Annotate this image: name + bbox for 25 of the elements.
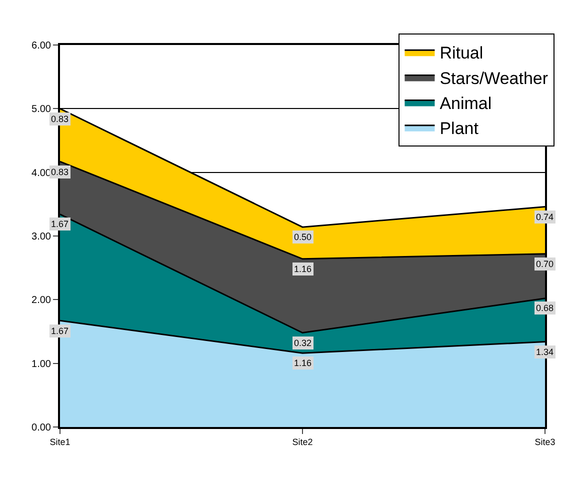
y-tick-label: 1.00 [32, 358, 52, 370]
x-tick-label: Site1 [50, 436, 70, 447]
legend-label: Stars/Weather [440, 68, 548, 88]
legend-label: Ritual [440, 44, 484, 63]
legend-label: Plant [440, 119, 479, 138]
y-tick-label: 2.00 [32, 295, 52, 306]
data-label: 0.68 [536, 303, 554, 313]
y-tick-label: 5.00 [32, 104, 52, 116]
data-label: 0.74 [536, 212, 554, 222]
data-label: 1.16 [294, 358, 312, 368]
data-label: 0.83 [51, 114, 69, 124]
y-tick-label: 3.00 [32, 232, 52, 242]
y-tick-label: 0.00 [32, 422, 52, 434]
data-label: 1.34 [536, 347, 554, 357]
x-tick-label: Site2 [292, 436, 313, 447]
data-label: 0.83 [51, 167, 69, 177]
data-label: 1.67 [51, 219, 69, 229]
x-tick-label: Site3 [534, 436, 556, 447]
data-label: 1.16 [294, 264, 312, 274]
data-label: 1.67 [51, 326, 69, 336]
legend-label: Animal [440, 94, 492, 113]
data-label: 0.70 [536, 259, 554, 269]
y-tick-label: 6.00 [32, 40, 52, 52]
data-label: 0.32 [294, 338, 312, 348]
data-label: 0.50 [294, 232, 312, 242]
